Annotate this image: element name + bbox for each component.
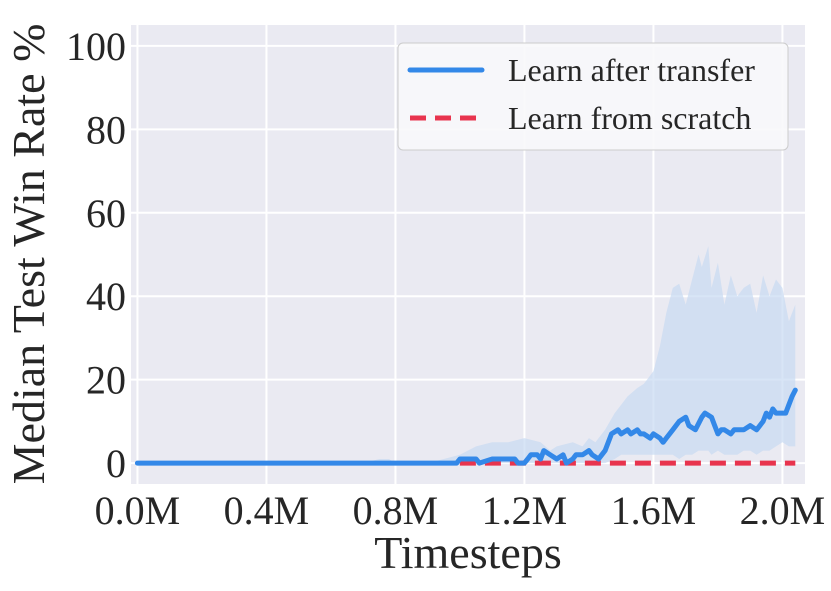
- y-axis-label: Median Test Win Rate %: [3, 24, 54, 485]
- legend-box: [397, 42, 789, 151]
- y-tick-label-1: 20: [86, 358, 126, 403]
- y-tick-label-2: 40: [86, 274, 126, 319]
- x-tick-label-2: 0.8M: [353, 488, 439, 533]
- y-tick-label-5: 100: [66, 24, 126, 69]
- y-tick-label-4: 80: [86, 107, 126, 152]
- y-axis-ticks: 0 20 40 60 80 100: [66, 24, 126, 486]
- series-line-0: [134, 387, 798, 466]
- legend-label-scratch: Learn from scratch: [508, 100, 751, 136]
- legend-label-transfer: Learn after transfer: [508, 52, 755, 88]
- y-tick-label-3: 60: [86, 191, 126, 236]
- band-area: [137, 246, 796, 464]
- legend: Learn after transfer Learn from scratch: [397, 42, 789, 151]
- confidence-band: [137, 246, 796, 464]
- x-tick-label-1: 0.4M: [224, 488, 310, 533]
- x-tick-label-3: 1.2M: [482, 488, 568, 533]
- series-lines: [134, 387, 798, 466]
- x-axis-ticks: 0.0M 0.4M 0.8M 1.2M 1.6M 2.0M: [95, 488, 826, 533]
- x-tick-label-4: 1.6M: [611, 488, 697, 533]
- y-tick-label-0: 0: [106, 441, 126, 486]
- x-tick-label-0: 0.0M: [95, 488, 181, 533]
- x-tick-label-5: 2.0M: [740, 488, 826, 533]
- x-axis-label: Timesteps: [374, 527, 561, 578]
